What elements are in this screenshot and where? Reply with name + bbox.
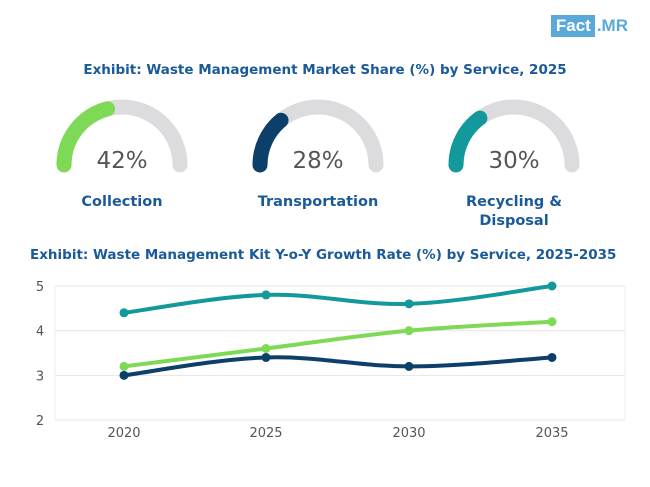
x-tick-label: 2025 (249, 426, 282, 441)
gauge-value-arc (448, 110, 488, 173)
series-point (547, 352, 557, 362)
gauge-category-label: Disposal (479, 213, 548, 229)
series-point (261, 290, 271, 300)
series-line (122, 284, 554, 315)
gauge-value-arc (56, 101, 116, 173)
gauge-value-arc (252, 112, 289, 173)
logo-text-fact: Fact (550, 15, 595, 37)
series-point (404, 299, 414, 309)
series-point (547, 317, 557, 327)
y-tick-label: 3 (36, 369, 44, 384)
series-point (261, 352, 271, 362)
gauge-category-label: Recycling & (466, 194, 562, 210)
factmr-logo: Fact .MR (550, 15, 628, 37)
gauge-value-label: 28% (292, 148, 343, 174)
series-point (119, 361, 129, 371)
gauge-value-label: 42% (96, 148, 147, 174)
y-tick-label: 5 (36, 280, 44, 295)
x-tick-label: 2020 (107, 426, 140, 441)
series-point (119, 308, 129, 318)
series-point (404, 361, 414, 371)
series-point (261, 344, 271, 354)
y-tick-label: 4 (36, 325, 44, 340)
y-tick-label: 2 (36, 414, 44, 429)
series-point (547, 281, 557, 291)
series-point (119, 370, 129, 380)
logo-text-mr: .MR (596, 16, 628, 35)
market-share-title: Exhibit: Waste Management Market Share (… (83, 62, 567, 78)
growth-rate-line-chart: 2 3 4 5 2020 2025 2030 2035 (36, 280, 626, 441)
market-share-gauges: 42% Collection 28% Transportation 30% Recycli… (56, 99, 580, 229)
series-line (122, 319, 554, 369)
x-tick-label: 2035 (535, 426, 568, 441)
growth-rate-title: Exhibit: Waste Management Kit Y-o-Y Grow… (30, 247, 617, 263)
gauge-category-label: Transportation (258, 194, 379, 210)
gauge-category-label: Collection (81, 194, 162, 210)
x-tick-label: 2030 (392, 426, 425, 441)
series-point (404, 326, 414, 336)
gauge-value-label: 30% (488, 148, 539, 174)
series-line (122, 355, 554, 378)
